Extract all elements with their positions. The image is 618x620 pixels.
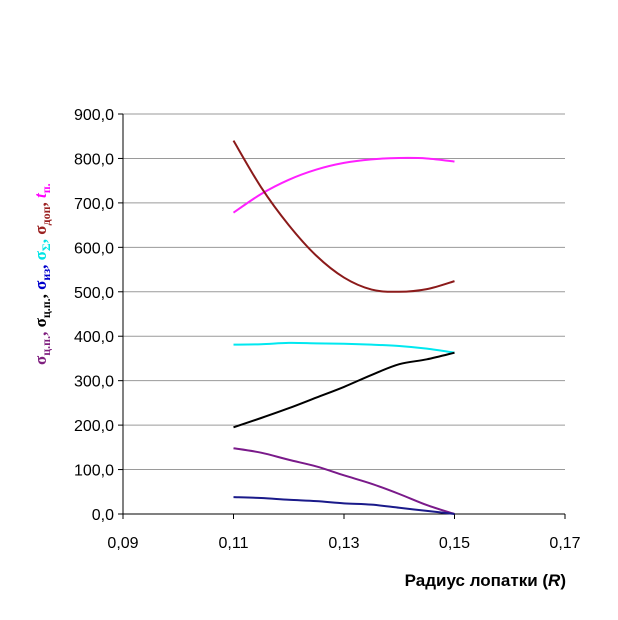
- axes: [118, 113, 566, 519]
- x-tick-label: 0,09: [107, 535, 138, 552]
- y-axis-label: σц.п., σц.п., σиз, σΣ, σдоп, tп.: [31, 183, 53, 365]
- series-line-2: [232, 140, 455, 293]
- ylabel-subscript-1: ц.п.: [39, 336, 53, 356]
- ylabel-separator-5: ,: [31, 198, 50, 207]
- tick-labels: 0,0 100,0 200,0 300,0 400,0 500,0 600,0 700,0 80…: [74, 107, 581, 552]
- x-tick-label: 0,13: [328, 535, 359, 552]
- series-line-6: [233, 496, 455, 515]
- ylabel-subscript-5: доп: [39, 206, 53, 225]
- x-tick-label: 0,11: [219, 535, 249, 552]
- y-tick-label: 400,0: [74, 329, 114, 346]
- x-tick-label: 0,15: [439, 535, 470, 552]
- ylabel-symbol-3: σ: [31, 280, 50, 290]
- y-tick-label: 100,0: [74, 463, 114, 480]
- ylabel-symbol-6: t: [31, 192, 50, 198]
- ylabel-subscript-3: из: [39, 269, 53, 281]
- ylabel-subscript-6: п.: [39, 183, 53, 193]
- x-tick-label: 0,17: [549, 535, 580, 552]
- ylabel-symbol-4: σ: [31, 250, 50, 260]
- series-line-3: [233, 341, 455, 354]
- ylabel-subscript-2: ц.п.: [39, 298, 53, 318]
- ylabel-symbol-5: σ: [31, 225, 50, 235]
- y-tick-label: 200,0: [74, 418, 114, 435]
- y-tick-label: 800,0: [74, 151, 114, 168]
- series-line-4: [233, 351, 455, 429]
- ylabel-separator-3: ,: [31, 260, 50, 269]
- series-line-5: [233, 447, 455, 515]
- ylabel-subscript-4: Σ: [39, 243, 53, 251]
- y-tick-label: 700,0: [74, 196, 114, 213]
- y-tick-label: 300,0: [74, 374, 114, 391]
- ylabel-separator-4: ,: [31, 235, 50, 244]
- ylabel-separator-2: ,: [31, 290, 50, 299]
- ylabel-symbol-2: σ: [31, 317, 50, 327]
- grid-lines: [123, 113, 565, 471]
- y-tick-label: 900,0: [74, 107, 114, 124]
- series-group: [232, 140, 455, 515]
- ylabel-separator-1: ,: [31, 327, 50, 336]
- ylabel-symbol-1: σ: [31, 355, 50, 365]
- series-line-1: [232, 156, 455, 214]
- y-tick-label: 600,0: [74, 240, 114, 257]
- y-tick-label: 500,0: [74, 285, 114, 302]
- x-axis-label: Радиус лопатки (R): [405, 571, 566, 590]
- y-tick-label: 0,0: [92, 507, 114, 524]
